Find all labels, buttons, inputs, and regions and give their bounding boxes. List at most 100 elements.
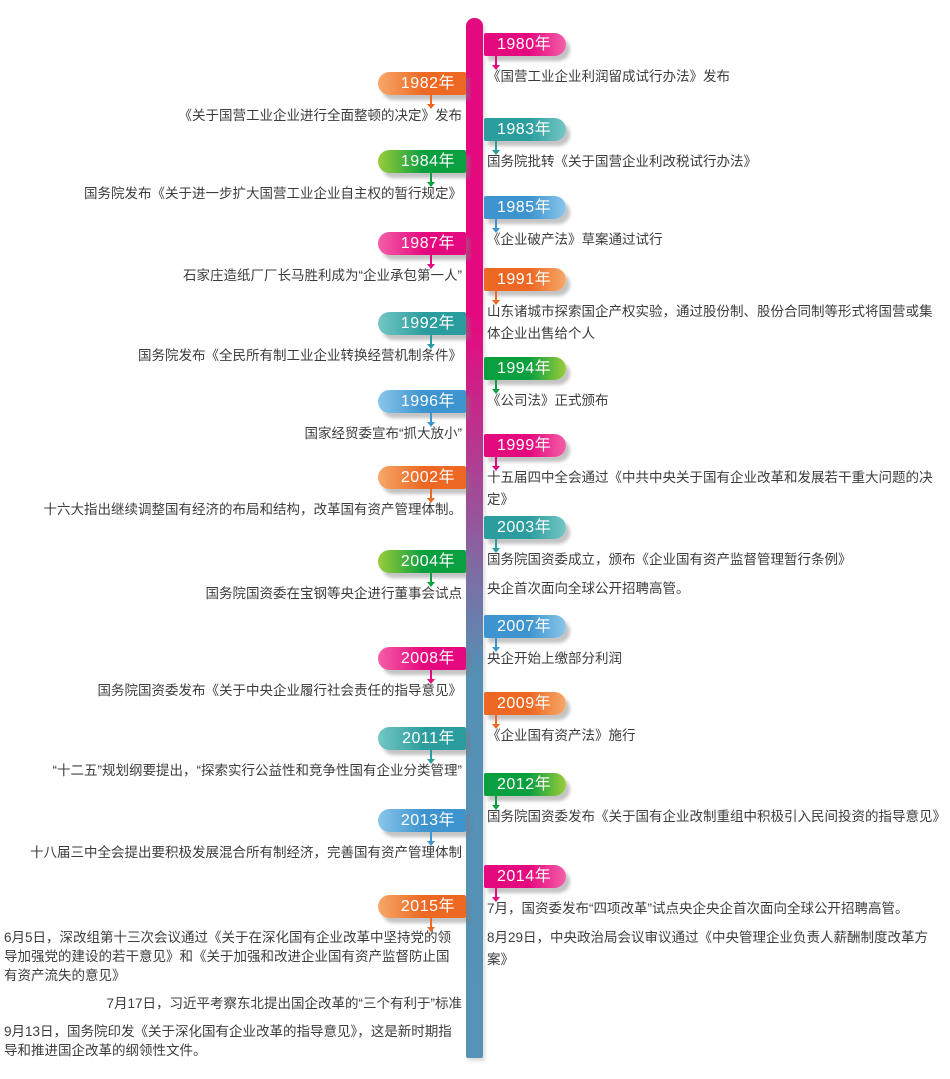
- arrow-stem: [495, 638, 497, 648]
- down-arrow-icon: [427, 255, 435, 270]
- year-label-2015: 2015年: [400, 898, 455, 915]
- event-text-1992: 国务院发布《全民所有制工业企业转换经营机制条件》: [4, 345, 462, 374]
- event-paragraph: 十八届三中全会提出要积极发展混合所有制经济，完善国有资产管理体制: [30, 845, 462, 860]
- arrow-head: [492, 300, 500, 305]
- event-text-2009: 《企业国有资产法》施行: [487, 725, 945, 754]
- year-label-1996: 1996年: [400, 393, 455, 410]
- event-paragraph: 十六大指出继续调整国有经济的布局和结构，改革国有资产管理体制。: [43, 502, 463, 517]
- down-arrow-icon: [492, 715, 500, 730]
- arrow-head: [427, 841, 435, 846]
- down-arrow-icon: [492, 888, 500, 903]
- event-text-1994: 《公司法》正式颁布: [487, 390, 945, 419]
- event-text-1984: 国务院发布《关于进一步扩大国营工业企业自主权的暂行规定》: [4, 183, 462, 212]
- year-pill-1984: 1984年: [378, 150, 466, 173]
- event-paragraph: 山东诸城市探索国企产权实验，通过股份制、股份合同制等形式将国营或集体企业出售给个…: [487, 304, 933, 341]
- arrow-stem: [495, 219, 497, 229]
- year-pill-2015: 2015年: [378, 895, 466, 918]
- arrow-stem: [430, 413, 432, 423]
- year-pill-1994: 1994年: [484, 357, 566, 380]
- year-label-1980: 1980年: [497, 36, 552, 53]
- down-arrow-icon: [427, 832, 435, 847]
- down-arrow-icon: [492, 539, 500, 554]
- down-arrow-icon: [427, 413, 435, 428]
- event-text-1982: 《关于国营工业企业进行全面整顿的决定》发布: [4, 105, 463, 134]
- event-paragraph: 国务院国资委发布《关于国有企业改制重组中积极引入民间投资的指导意见》: [487, 809, 946, 824]
- arrow-head: [427, 759, 435, 764]
- event-text-2008: 国务院国资委发布《关于中央企业履行社会责任的指导意见》: [4, 680, 463, 709]
- event-text-2014: 7月，国资委发布“四项改革”试点央企央企首次面向全球公开招聘高管。 8月29日，中…: [487, 898, 945, 978]
- event-paragraph: “十二五”规划纲要提出，“探索实行公益性和竞争性国有企业分类管理”: [52, 763, 462, 778]
- arrow-stem: [430, 335, 432, 345]
- year-pill-2012: 2012年: [484, 773, 566, 796]
- arrow-head: [427, 422, 435, 427]
- arrow-stem: [495, 539, 497, 549]
- event-paragraph: 7月，国资委发布“四项改革”试点央企央企首次面向全球公开招聘高管。: [487, 901, 909, 916]
- event-text-1991: 山东诸城市探索国企产权实验，通过股份制、股份合同制等形式将国营或集体企业出售给个…: [487, 301, 945, 352]
- arrow-head: [492, 228, 500, 233]
- event-paragraph: 国务院国资委成立，颁布《企业国有资产监督管理暂行条例》: [487, 552, 852, 567]
- arrow-stem: [430, 573, 432, 583]
- arrow-head: [427, 344, 435, 349]
- arrow-stem: [430, 670, 432, 680]
- arrow-head: [427, 582, 435, 587]
- arrow-head: [492, 389, 500, 394]
- event-text-1999: 十五届四中全会通过《中共中央关于国有企业改革和发展若干重大问题的决定》: [487, 467, 945, 518]
- event-text-2003: 国务院国资委成立，颁布《企业国有资产监督管理暂行条例》 央企首次面向全球公开招聘高…: [487, 549, 945, 607]
- year-pill-1980: 1980年: [484, 33, 566, 56]
- year-label-2013: 2013年: [400, 812, 455, 829]
- arrow-head: [492, 65, 500, 70]
- arrow-stem: [495, 141, 497, 151]
- year-label-1985: 1985年: [497, 199, 552, 216]
- arrow-head: [427, 679, 435, 684]
- arrow-stem: [430, 832, 432, 842]
- event-paragraph: 国务院国资委在宝钢等央企进行董事会试点: [205, 586, 463, 601]
- year-pill-1999: 1999年: [484, 434, 566, 457]
- event-paragraph: 国家经贸委宣布“抓大放小”: [304, 426, 463, 441]
- arrow-stem: [495, 457, 497, 467]
- arrow-stem: [495, 715, 497, 725]
- event-paragraph: 国务院批转《关于国营企业利改税试行办法》: [487, 154, 757, 169]
- year-label-1987: 1987年: [400, 235, 455, 252]
- event-paragraph: 7月17日，习近平考察东北提出国企改革的“三个有利于”标准: [106, 996, 462, 1011]
- year-pill-1982: 1982年: [378, 72, 466, 95]
- event-paragraph: 石家庄造纸厂厂长马胜利成为“企业承包第一人”: [183, 268, 462, 283]
- arrow-stem: [430, 255, 432, 265]
- arrow-head: [492, 150, 500, 155]
- arrow-stem: [495, 56, 497, 66]
- event-paragraph: 国务院国资委发布《关于中央企业履行社会责任的指导意见》: [97, 683, 463, 698]
- arrow-stem: [495, 796, 497, 806]
- year-pill-1987: 1987年: [378, 232, 466, 255]
- down-arrow-icon: [492, 291, 500, 306]
- event-paragraph: 《企业破产法》草案通过试行: [487, 232, 663, 247]
- arrow-head: [492, 548, 500, 553]
- event-text-2015: 6月5日，深改组第十三次会议通过《关于在深化国有企业改革中坚持党的领导加强党的建…: [4, 928, 462, 1069]
- down-arrow-icon: [427, 750, 435, 765]
- year-label-1992: 1992年: [400, 315, 455, 332]
- event-paragraph: 央企首次面向全球公开招聘高管。: [487, 581, 690, 596]
- event-paragraph: 9月13日，国务院印发《关于深化国有企业改革的指导意见》，这是新时期指导和推进国…: [4, 1024, 452, 1058]
- arrow-stem: [495, 291, 497, 301]
- event-text-1987: 石家庄造纸厂厂长马胜利成为“企业承包第一人”: [4, 265, 462, 294]
- down-arrow-icon: [492, 380, 500, 395]
- arrow-head: [427, 104, 435, 109]
- year-pill-1991: 1991年: [484, 268, 566, 291]
- year-label-2003: 2003年: [497, 519, 552, 536]
- arrow-head: [427, 498, 435, 503]
- down-arrow-icon: [427, 95, 435, 110]
- arrow-head: [492, 647, 500, 652]
- down-arrow-icon: [427, 670, 435, 685]
- arrow-stem: [430, 173, 432, 183]
- event-text-2002: 十六大指出继续调整国有经济的布局和结构，改革国有资产管理体制。: [4, 499, 463, 528]
- event-text-2004: 国务院国资委在宝钢等央企进行董事会试点: [4, 583, 463, 612]
- year-pill-1983: 1983年: [484, 118, 566, 141]
- event-text-1980: 《国营工业企业利润留成试行办法》发布: [487, 66, 945, 95]
- year-pill-2004: 2004年: [378, 550, 466, 573]
- year-label-1984: 1984年: [400, 153, 455, 170]
- down-arrow-icon: [492, 219, 500, 234]
- event-paragraph: 《企业国有资产法》施行: [487, 728, 636, 743]
- arrow-head: [492, 805, 500, 810]
- down-arrow-icon: [427, 173, 435, 188]
- arrow-stem: [495, 380, 497, 390]
- year-label-2008: 2008年: [400, 650, 455, 667]
- arrow-stem: [495, 888, 497, 898]
